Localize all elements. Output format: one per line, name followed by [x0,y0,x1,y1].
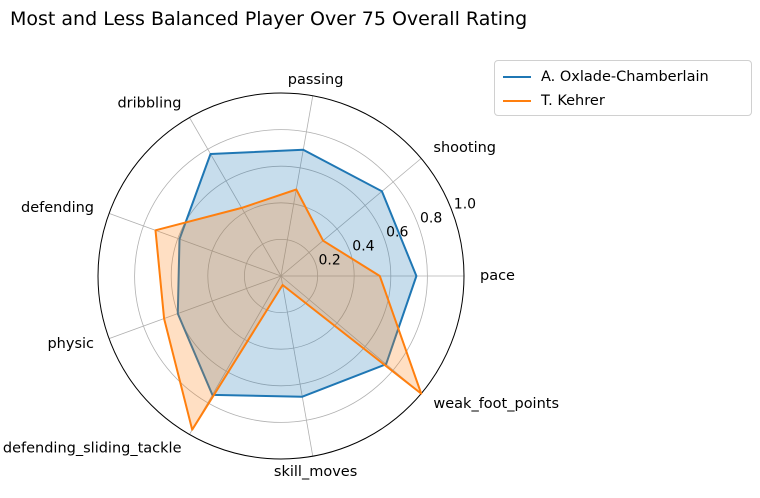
series-fill-0 [177,149,417,397]
radial-tick-label: 0.2 [319,253,341,269]
radial-tick-label: 0.6 [386,225,408,241]
axis-label-weak_foot_points: weak_foot_points [433,396,559,412]
legend-label: A. Oxlade-Chamberlain [541,69,709,85]
legend-swatch [503,100,531,102]
axis-label-shooting: shooting [433,140,496,156]
spoke-physic [108,275,282,339]
legend-label: T. Kehrer [541,93,605,109]
radial-tick-label: 0.8 [420,210,442,226]
radial-tick-label: 0.4 [352,239,374,255]
spoke-shooting [280,158,422,277]
series-layer [154,148,423,431]
spoke-dribbling [189,117,282,277]
label-layer: 0.2 0.4 0.6 0.8 1.0 pace shooting passing dribbl… [3,72,559,480]
axis-label-pace: pace [480,268,515,284]
legend-item-1: T. Kehrer [503,89,743,113]
series-line-0 [176,148,418,398]
series-line-1 [154,188,423,431]
legend-item-0: A. Oxlade-Chamberlain [503,65,743,89]
axis-label-skill_moves: skill_moves [274,464,357,480]
spoke-defending [108,213,282,277]
axis-label-defending_sliding_tackle: defending_sliding_tackle [3,440,182,456]
legend: A. Oxlade-Chamberlain T. Kehrer [494,60,752,116]
axis-label-defending: defending [21,200,94,216]
radial-tick-label: 1.0 [454,196,476,212]
spoke-skill_moves [280,275,314,457]
axis-label-passing: passing [288,72,344,88]
spoke-passing [280,95,314,277]
outer-frame [97,92,465,460]
chart-title: Most and Less Balanced Player Over 75 Ov… [10,8,528,30]
legend-swatch [503,76,531,78]
series-fill-1 [155,189,422,430]
axis-label-physic: physic [47,336,94,352]
axis-label-dribbling: dribbling [117,96,181,112]
